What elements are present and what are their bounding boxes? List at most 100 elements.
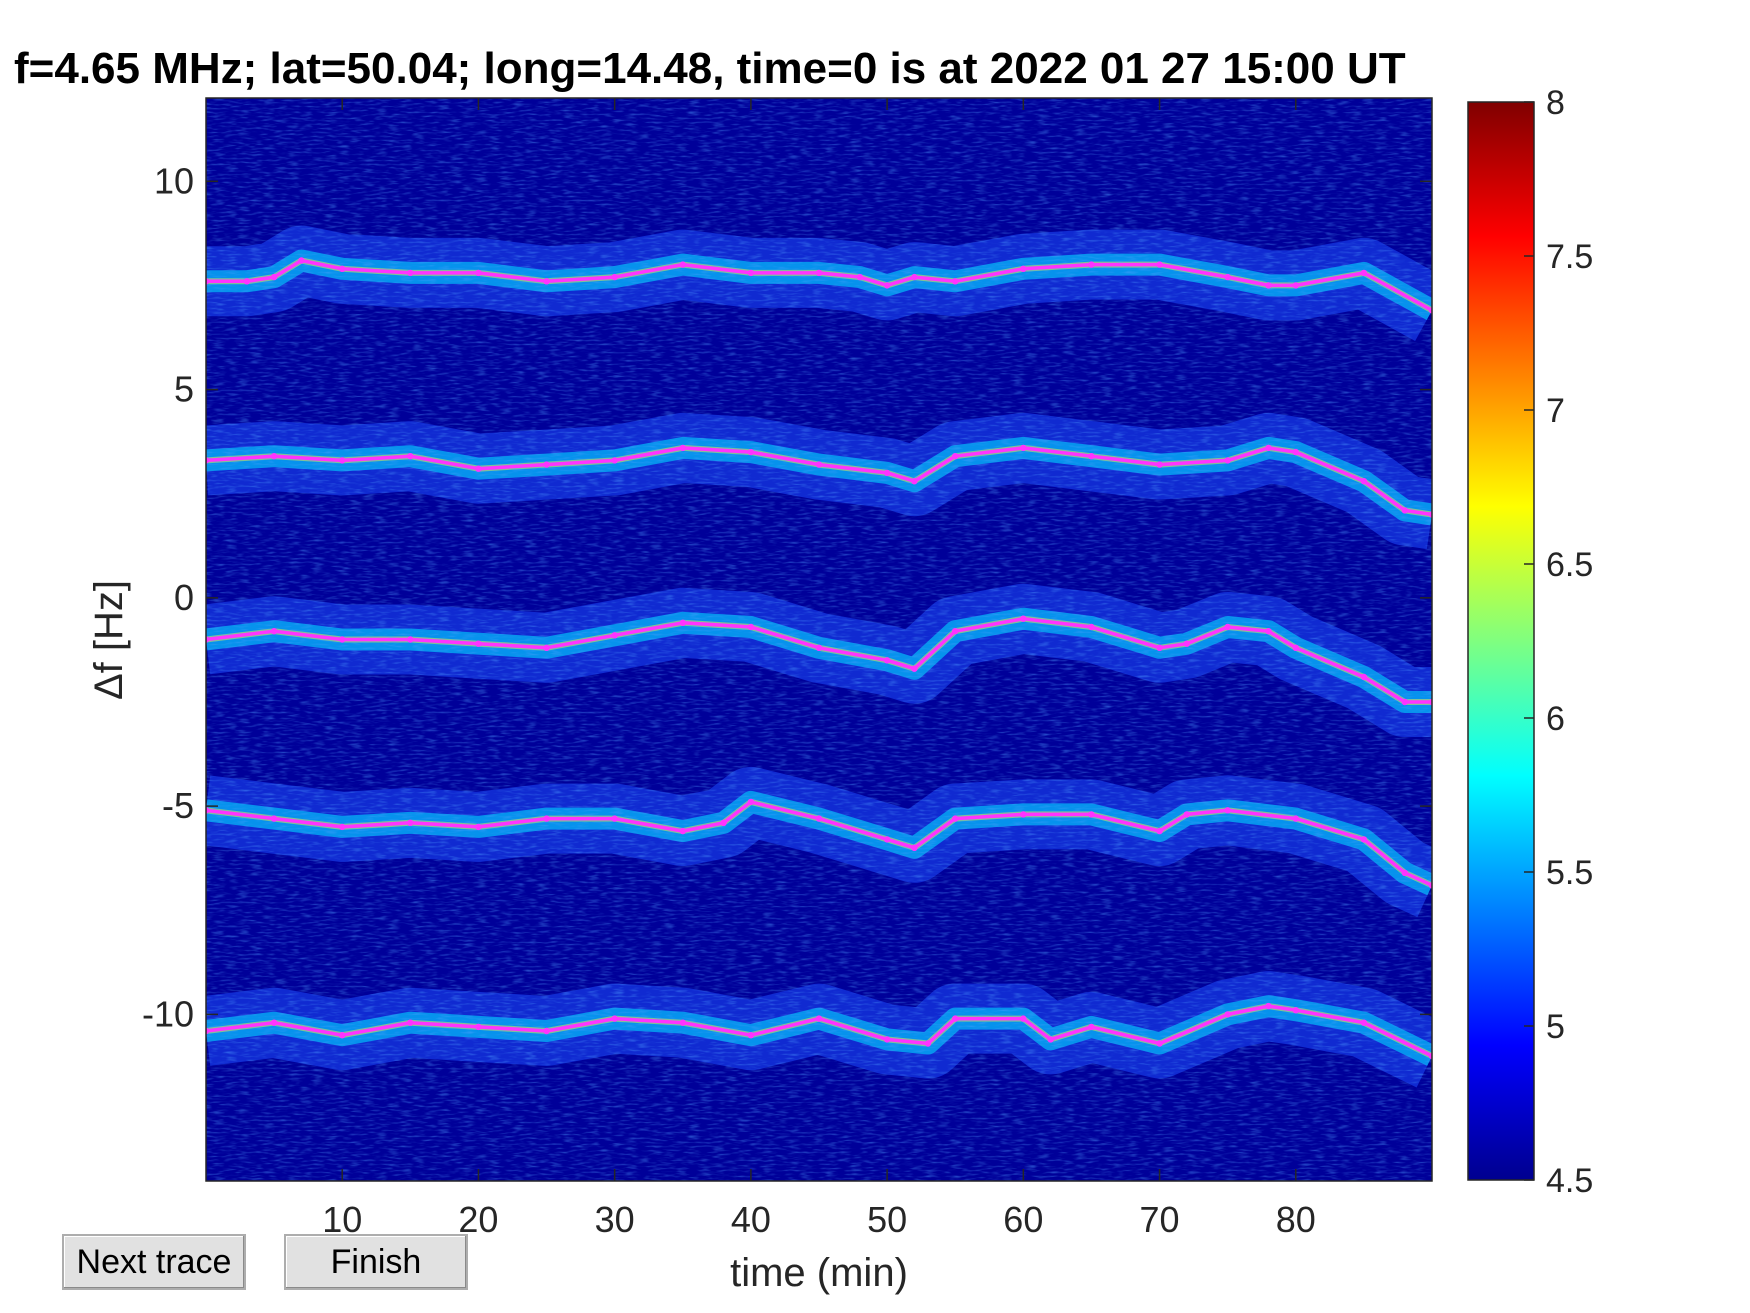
trace-point	[243, 278, 251, 285]
trace-point	[1428, 511, 1432, 518]
plot-frame	[205, 97, 1433, 1182]
trace-point	[883, 469, 891, 477]
trace-point	[1428, 698, 1432, 706]
trace-line-0	[206, 258, 1432, 312]
trace-point	[1047, 1036, 1054, 1043]
trace-point	[747, 448, 755, 456]
trace-point	[883, 1036, 891, 1043]
trace-point	[543, 461, 550, 468]
trace-point	[815, 269, 823, 277]
trace-point	[1088, 811, 1095, 818]
trace-point	[952, 1015, 959, 1022]
trace-point	[1428, 1052, 1432, 1060]
trace-point	[952, 815, 959, 822]
colorbar-tick-label: 6.5	[1546, 546, 1593, 584]
trace-point	[475, 640, 482, 647]
trace-point	[1428, 882, 1432, 889]
trace-line-1	[206, 446, 1432, 517]
trace-point	[270, 1019, 278, 1026]
trace-point	[747, 798, 755, 806]
trace-point	[1156, 1040, 1163, 1047]
trace-point	[1183, 811, 1191, 818]
trace-line-4	[206, 1004, 1432, 1058]
next-trace-button[interactable]: Next trace	[62, 1234, 246, 1290]
y-tick-label: 5	[174, 369, 194, 410]
colorbar	[1467, 101, 1535, 1181]
trace-point	[720, 819, 727, 826]
y-tick-label: -5	[162, 785, 194, 826]
trace-point	[1224, 273, 1231, 281]
colorbar-tick-label: 4.5	[1546, 1162, 1593, 1200]
trace-point	[952, 453, 959, 460]
trace-point	[407, 269, 414, 277]
trace-point	[1265, 444, 1272, 452]
trace-point	[407, 1019, 414, 1026]
trace-point	[815, 644, 823, 651]
trace-point	[1224, 457, 1231, 464]
trace-point	[911, 844, 918, 851]
trace-point	[1156, 827, 1163, 835]
trace-point	[1020, 811, 1027, 818]
trace-point	[1224, 623, 1231, 631]
trace-point	[611, 273, 618, 281]
trace-point	[1088, 261, 1095, 268]
trace-point	[1428, 307, 1432, 314]
trace-point	[1020, 444, 1027, 452]
trace-point	[611, 1015, 618, 1022]
x-axis-ticks: 10 20 30 40 50 60 70 80	[322, 98, 1316, 1240]
trace-point	[206, 807, 210, 814]
trace-point	[475, 465, 482, 472]
trace-point	[407, 453, 414, 460]
trace-point	[747, 269, 755, 277]
trace-point	[815, 461, 823, 468]
trace-point	[407, 819, 414, 826]
trace-point	[1224, 1011, 1231, 1018]
trace-point	[747, 623, 755, 631]
y-tick-label: 0	[174, 577, 194, 618]
trace-point	[1292, 815, 1300, 822]
trace-point	[298, 257, 305, 264]
trace-point	[1088, 623, 1095, 631]
trace-point	[1401, 869, 1409, 876]
x-tick-label: 60	[1003, 1199, 1043, 1240]
trace-point	[1292, 1007, 1300, 1014]
x-tick-label: 10	[322, 1199, 362, 1240]
trace-point	[475, 823, 482, 831]
colorbar-tick-label: 8	[1546, 84, 1565, 122]
trace-point	[1020, 615, 1027, 622]
trace-point	[815, 815, 823, 822]
trace-point	[407, 636, 414, 643]
colorbar-tick-label: 7.5	[1546, 238, 1593, 276]
y-tick-label: -10	[142, 993, 194, 1034]
trace-point	[1401, 698, 1409, 706]
trace-point	[1088, 1023, 1095, 1031]
x-axis-label: time (min)	[730, 1251, 908, 1295]
trace-point	[679, 444, 686, 452]
finish-button[interactable]: Finish	[284, 1234, 468, 1290]
trace-point	[543, 815, 550, 822]
trace-point	[475, 269, 482, 277]
x-tick-label: 20	[458, 1199, 498, 1240]
trace-point	[1292, 644, 1300, 651]
trace-point	[543, 644, 550, 651]
trace-point	[1224, 807, 1231, 814]
y-axis-ticks: 10 5 0 -5 -10	[142, 160, 1432, 1034]
trace-point	[1265, 628, 1272, 635]
trace-point	[883, 836, 891, 843]
y-axis-label: Δf [Hz]	[87, 580, 131, 700]
trace-point	[1156, 261, 1163, 268]
colorbar-ticks: 8 7.5 7 6.5 6 5.5 5 4.5	[1524, 84, 1593, 1200]
trace-point	[1292, 448, 1300, 456]
trace-point	[1265, 1002, 1272, 1010]
x-tick-label: 40	[731, 1199, 771, 1240]
trace-point	[1020, 1015, 1027, 1022]
trace-point	[339, 457, 346, 464]
trace-point	[1360, 836, 1368, 843]
trace-point	[1156, 461, 1163, 468]
trace-point	[206, 636, 210, 643]
trace-point	[856, 273, 864, 281]
trace-point	[911, 273, 918, 281]
trace-point	[270, 815, 278, 822]
trace-point	[952, 278, 959, 285]
trace-point	[611, 632, 618, 639]
